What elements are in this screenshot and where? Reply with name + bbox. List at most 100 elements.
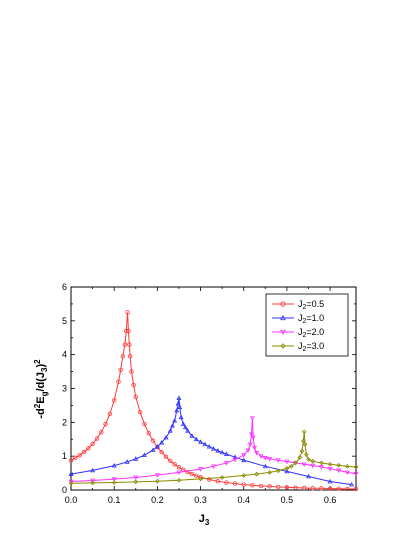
circle-marker xyxy=(142,421,147,427)
triangle-up-marker xyxy=(185,428,191,433)
diamond-marker xyxy=(300,438,306,444)
triangle-down-marker xyxy=(198,467,204,472)
legend-item: J2=2.0 xyxy=(272,327,324,339)
triangle-up-marker xyxy=(189,433,195,438)
circle-marker xyxy=(353,486,359,492)
circle-marker xyxy=(126,328,131,334)
x-tick-labels: 0.0 0.1 0.2 0.3 0.4 0.5 0.6 xyxy=(65,495,337,505)
diamond-marker xyxy=(284,465,290,471)
series-1 xyxy=(68,310,359,492)
diamond-marker xyxy=(280,343,286,349)
triangle-up-marker xyxy=(223,451,229,456)
circle-marker xyxy=(86,446,91,451)
circle-marker xyxy=(319,486,324,491)
triangle-up-marker xyxy=(180,421,186,426)
legend-label: J2=3.0 xyxy=(298,341,324,353)
triangle-down-marker xyxy=(245,448,251,454)
diamond-marker xyxy=(68,480,74,486)
triangle-up-marker xyxy=(163,434,169,440)
x-tick-label: 0.4 xyxy=(237,495,250,505)
circle-marker xyxy=(90,441,95,447)
diamond-marker xyxy=(267,470,273,475)
series-2 xyxy=(68,395,355,487)
circle-marker xyxy=(68,458,74,463)
y-axis-title: -d2Eg/d(J3)2 xyxy=(33,359,49,419)
triangle-up-marker xyxy=(169,423,175,428)
circle-marker xyxy=(120,354,126,359)
circle-marker xyxy=(176,465,182,470)
triangle-up-marker xyxy=(202,441,208,447)
circle-marker xyxy=(276,484,281,490)
y-tick-label: 0 xyxy=(62,485,67,495)
triangle-up-marker xyxy=(193,436,199,442)
triangle-up-marker xyxy=(284,468,290,474)
triangle-up-marker xyxy=(177,404,183,409)
diamond-marker xyxy=(353,464,359,470)
legend-items: J2=0.5 J2=1.0 J2=2.0 J2=3.0 xyxy=(272,299,324,353)
x-axis-title: J3 xyxy=(199,513,210,527)
circle-marker xyxy=(133,394,138,400)
x-tick-label: 0.3 xyxy=(194,495,207,505)
circle-marker xyxy=(336,486,341,491)
circle-marker xyxy=(280,301,286,307)
diamond-marker xyxy=(303,452,309,457)
diamond-marker xyxy=(327,461,333,467)
circle-marker xyxy=(194,473,199,478)
triangle-up-marker xyxy=(215,448,221,453)
circle-marker xyxy=(232,481,238,486)
y-tick-label: 3 xyxy=(62,384,67,394)
circle-marker xyxy=(77,452,82,458)
diamond-marker xyxy=(288,463,294,469)
triangle-up-marker xyxy=(211,446,216,451)
x-tick-label: 0.1 xyxy=(108,495,121,505)
circle-marker xyxy=(267,484,272,489)
triangle-down-marker xyxy=(133,475,139,481)
circle-marker xyxy=(124,328,129,334)
triangle-up-marker xyxy=(159,440,165,445)
triangle-up-marker xyxy=(172,418,178,423)
circle-marker xyxy=(293,485,298,490)
triangle-up-marker xyxy=(349,481,355,487)
triangle-down-marker xyxy=(267,457,273,462)
diamond-marker xyxy=(297,455,303,460)
series-layer xyxy=(68,310,359,492)
triangle-up-marker xyxy=(232,454,238,460)
diamond-marker xyxy=(344,463,350,469)
triangle-down-marker xyxy=(223,461,229,466)
circle-marker xyxy=(345,486,350,492)
circle-marker xyxy=(131,382,136,388)
axis-ticks xyxy=(70,286,356,491)
triangle-down-marker xyxy=(258,454,264,459)
legend-label: J2=1.0 xyxy=(298,313,324,325)
diamond-marker xyxy=(198,476,203,482)
circle-marker xyxy=(224,480,229,485)
triangle-up-marker xyxy=(306,473,311,479)
triangle-up-marker xyxy=(327,478,333,484)
triangle-up-marker xyxy=(182,424,188,430)
triangle-up-marker xyxy=(154,444,160,449)
triangle-down-marker xyxy=(344,470,350,476)
y-tick-label: 2 xyxy=(62,417,67,427)
triangle-down-marker xyxy=(211,464,216,469)
circle-marker xyxy=(189,471,195,477)
triangle-down-marker xyxy=(154,473,160,478)
circle-marker xyxy=(127,342,132,347)
triangle-up-marker xyxy=(219,449,225,455)
triangle-up-marker xyxy=(262,463,268,469)
circle-marker xyxy=(172,462,177,467)
triangle-down-marker xyxy=(336,468,342,474)
y-tick-label: 4 xyxy=(62,350,67,360)
triangle-down-marker xyxy=(250,435,256,441)
x-tick-label: 0.0 xyxy=(65,495,78,505)
triangle-down-marker xyxy=(68,479,74,485)
circle-marker xyxy=(116,379,121,384)
circle-marker xyxy=(137,409,143,415)
triangle-down-marker xyxy=(310,463,316,469)
diamond-marker xyxy=(336,462,342,468)
x-tick-label: 0.2 xyxy=(151,495,164,505)
diamond-marker xyxy=(254,471,260,477)
legend-label: J2=2.0 xyxy=(298,327,324,339)
circle-marker xyxy=(241,482,246,487)
circle-marker xyxy=(103,421,108,427)
series-3 xyxy=(68,416,359,485)
